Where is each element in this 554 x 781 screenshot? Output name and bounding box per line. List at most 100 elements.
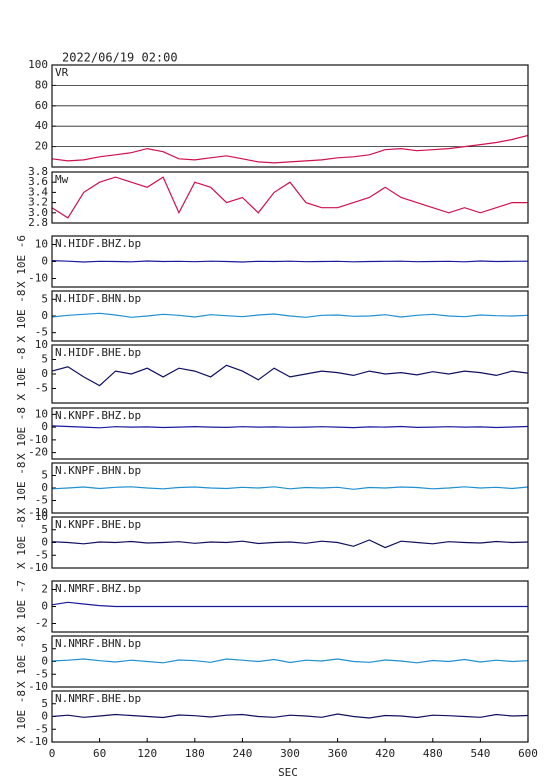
y-tick-label: -2 [35,617,48,630]
y-tick-label: -10 [28,561,48,574]
x-tick-label: 420 [375,747,395,760]
y-tick-label: -5 [35,326,48,339]
y-tick-label: -5 [35,382,48,395]
y-tick-label: 0 [41,255,48,268]
panel-frame [51,580,529,633]
y-tick-label: 5 [41,469,48,482]
y-axis-label: X 10E -8 [15,462,28,515]
y-tick-label: -5 [35,722,48,735]
series-label: N.KNPF.BHN.bp [55,464,141,477]
series-line [51,658,529,664]
y-tick-label: 0 [41,710,48,723]
y-tick-label: -20 [28,446,48,459]
y-tick-label: 0 [41,536,48,549]
panel-frame [51,64,529,168]
y-tick-label: -10 [28,433,48,446]
y-tick-label: 100 [28,58,48,71]
series-label: VR [55,66,69,79]
y-tick-label: 0 [41,309,48,322]
y-tick-label: -10 [28,735,48,748]
series-line [51,176,528,219]
y-tick-label: 0 [41,481,48,494]
x-tick-label: 0 [49,747,56,760]
panel-frame [51,344,529,404]
y-axis-label: X 10E -6 [15,235,28,288]
x-tick-label: 360 [328,747,348,760]
panel-frame [51,516,529,569]
series-label: N.KNPF.BHE.bp [55,518,141,531]
y-tick-label: 0 [41,600,48,613]
series-line [51,364,529,387]
x-tick-label: 120 [137,747,157,760]
y-tick-label: 10 [35,510,48,523]
panel-frame [51,290,529,342]
y-axis-label: X 10E -8 [15,635,28,688]
y-tick-label: 0 [41,420,48,433]
y-tick-label: 80 [35,78,48,91]
x-tick-label: 300 [280,747,300,760]
y-tick-label: 5 [41,353,48,366]
panel-frame [51,407,529,460]
series-line [51,601,528,608]
series-line [51,539,529,549]
y-axis-label: X 10E -8 [15,516,28,569]
y-axis-label: X 10E -8 [15,348,28,401]
y-tick-label: 0 [41,655,48,668]
x-tick-label: 60 [93,747,106,760]
panel-frame [51,635,529,688]
series-label: N.HIDF.BHZ.bp [55,237,141,250]
y-tick-label: -10 [28,680,48,693]
series-line [51,486,529,490]
y-tick-label: -10 [28,272,48,285]
y-tick-label: 20 [35,140,48,153]
y-tick-label: 60 [35,99,48,112]
x-tick-label: 480 [423,747,443,760]
chart-title: 2022/06/19 02:00 [62,51,178,65]
y-tick-label: 5 [41,697,48,710]
series-label: N.HIDF.BHE.bp [55,346,141,359]
y-axis-label: X 10E -7 [15,580,28,633]
y-tick-label: -5 [35,548,48,561]
y-tick-label: 2.8 [28,216,48,229]
series-label: N.NMRF.BHZ.bp [55,582,141,595]
y-tick-label: 3.4 [28,185,48,198]
y-tick-label: 5 [41,642,48,655]
series-label: N.NMRF.BHE.bp [55,692,141,705]
series-label: N.KNPF.BHZ.bp [55,409,141,422]
y-tick-label: 10 [35,407,48,420]
series-label: Mw [55,173,69,186]
y-tick-label: 3.2 [28,196,48,209]
x-tick-label: 600 [518,747,538,760]
y-tick-label: 0 [41,367,48,380]
x-axis-label: SEC [278,766,298,779]
y-tick-label: -5 [35,667,48,680]
x-tick-label: 180 [185,747,205,760]
series-label: N.NMRF.BHN.bp [55,637,141,650]
series-line [51,134,529,164]
series-line [51,260,529,263]
x-tick-label: 540 [470,747,490,760]
panel-frame [51,171,529,224]
y-tick-label: 3.6 [28,175,48,188]
x-tick-label: 240 [232,747,252,760]
y-tick-label: -10 [28,506,48,519]
y-tick-label: 10 [35,238,48,251]
y-tick-label: 3.8 [28,165,48,178]
y-axis-label: X 10E -8 [15,690,28,743]
y-tick-label: 10 [35,338,48,351]
series-line [51,713,529,719]
series-label: N.HIDF.BHN.bp [55,292,141,305]
y-tick-label: 2 [41,583,48,596]
series-line [51,312,529,318]
y-tick-label: -5 [35,494,48,507]
y-tick-label: 3.0 [28,206,48,219]
series-line [51,425,529,429]
y-axis-label: X 10E -8 [15,407,28,460]
y-tick-label: 5 [41,292,48,305]
panel-frame [51,235,529,288]
panel-frame [51,462,529,514]
y-axis-label: X 10E -8 [15,290,28,343]
y-tick-label: 40 [35,119,48,132]
